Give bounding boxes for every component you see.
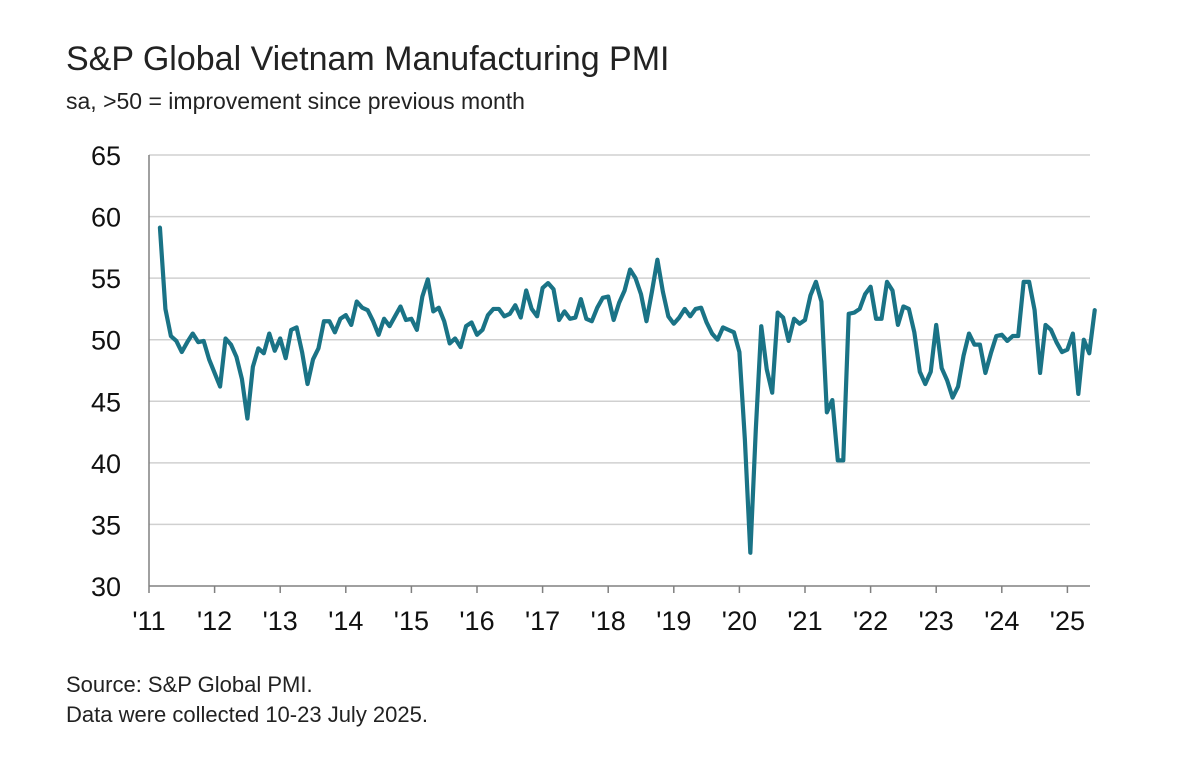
source-note: Source: S&P Global PMI. Data were collec… [66, 670, 428, 730]
chart-title: S&P Global Vietnam Manufacturing PMI [66, 40, 670, 78]
y-tick-label: 55 [91, 264, 121, 294]
x-tick-label: '21 [787, 606, 822, 636]
y-tick-label: 35 [91, 510, 121, 540]
y-tick-label: 50 [91, 326, 121, 356]
x-tick-label: '15 [394, 606, 429, 636]
x-tick-label: '19 [656, 606, 691, 636]
x-axis-tick-labels: '11 '12 '13 '14 '15 '16 '17 '18 '19 '20 '21 '22 '23 '… [132, 606, 1085, 636]
x-tick-label: '25 [1050, 606, 1085, 636]
x-tick-label: '11 [132, 606, 165, 636]
chart-subtitle: sa, >50 = improvement since previous mon… [66, 88, 525, 114]
series-line-pmi [157, 225, 1097, 555]
y-tick-label: 45 [91, 387, 121, 417]
y-tick-label: 65 [91, 141, 121, 171]
y-tick-label: 30 [91, 572, 121, 602]
x-tick-label: '18 [591, 606, 626, 636]
source-line: Source: S&P Global PMI. [66, 672, 313, 697]
x-tick-label: '16 [459, 606, 494, 636]
x-tick-label: '23 [919, 606, 954, 636]
y-tick-label: 60 [91, 203, 121, 233]
y-axis-tick-labels: 30 35 40 45 50 55 60 65 [91, 141, 121, 602]
x-tick-label: '24 [984, 606, 1019, 636]
collection-note: Data were collected 10-23 July 2025. [66, 702, 428, 727]
series-area [157, 225, 1097, 555]
x-tick-label: '22 [853, 606, 888, 636]
y-tick-label: 40 [91, 449, 121, 479]
x-tick-label: '13 [263, 606, 298, 636]
x-tick-label: '20 [722, 606, 757, 636]
axes [148, 155, 1090, 593]
x-tick-label: '17 [525, 606, 560, 636]
x-tick-label: '12 [197, 606, 232, 636]
x-tick-label: '14 [328, 606, 363, 636]
